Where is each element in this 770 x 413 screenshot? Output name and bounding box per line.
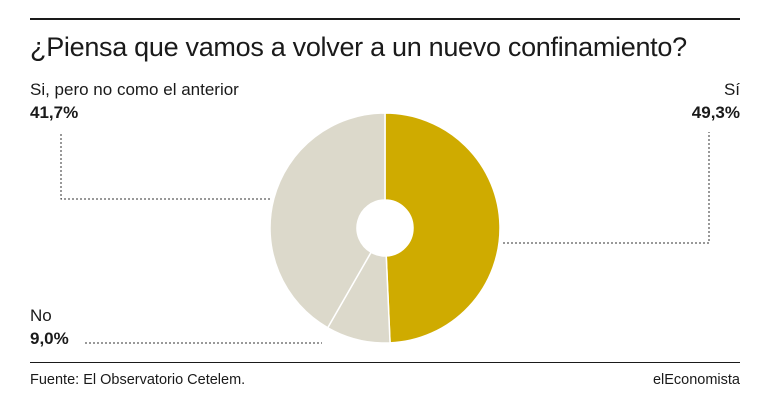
leader-lines [60,132,710,344]
slice-labels: Sí 49,3% No 9,0% Si, pero no como el ant… [30,80,740,348]
slice-value-si-pero: 41,7% [30,103,78,122]
pie-slices [269,112,501,344]
top-rule [30,18,740,20]
slice-value-no: 9,0% [30,329,69,348]
brand-name: elEconomista [652,372,740,388]
slice-label-si: Sí [724,80,740,99]
slice-label-si-pero: Si, pero no como el anterior [30,80,239,99]
slice-value-si: 49,3% [692,103,740,122]
leader-line-si [503,132,710,244]
slice-si-pero [269,112,386,329]
leader-line-si-pero [60,132,270,200]
chart-title: ¿Piensa que vamos a volver a un nuevo co… [30,32,687,62]
slice-si [384,112,501,344]
slice-label-no: No [30,306,52,325]
source-note: Fuente: El Observatorio Cetelem. [30,372,246,388]
bottom-rule [30,362,740,363]
